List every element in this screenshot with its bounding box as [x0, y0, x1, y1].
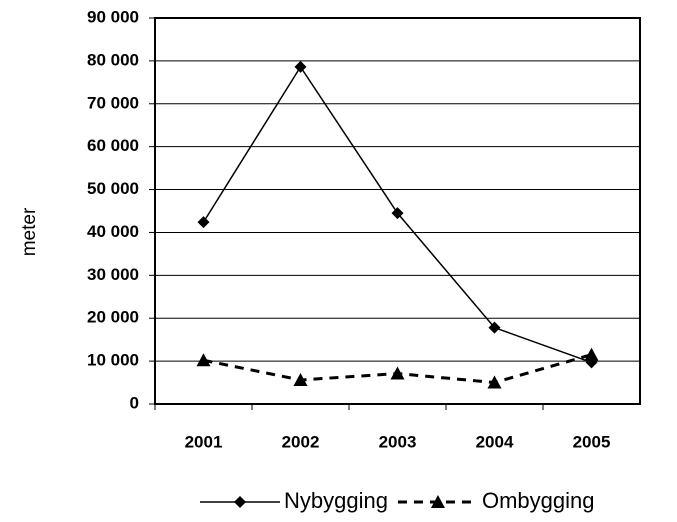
y-tick-label: 60 000: [87, 136, 139, 155]
marker: [390, 366, 405, 380]
marker: [293, 372, 308, 386]
y-tick-label: 20 000: [87, 308, 139, 327]
x-tick-label: 2004: [476, 432, 514, 451]
marker: [391, 207, 404, 220]
legend-marker: [234, 496, 246, 508]
y-tick-label: 10 000: [87, 351, 139, 370]
plot-frame: [154, 17, 641, 405]
y-tick-label: 30 000: [87, 265, 139, 284]
x-tick-label: 2002: [282, 432, 320, 451]
y-tick-label: 90 000: [87, 7, 139, 26]
x-tick-label: 2003: [379, 432, 417, 451]
legend-marker: [430, 495, 445, 508]
marker: [197, 216, 210, 229]
marker: [487, 375, 502, 389]
y-tick-label: 0: [130, 393, 139, 412]
y-tick-label: 50 000: [87, 179, 139, 198]
marker: [294, 60, 307, 73]
marker: [584, 347, 599, 361]
legend-label: Ombygging: [482, 488, 595, 513]
y-axis-label: meter: [19, 207, 40, 256]
legend-label: Nybygging: [284, 488, 388, 513]
y-tick-label: 70 000: [87, 93, 139, 112]
marker: [196, 353, 211, 367]
x-tick-label: 2001: [185, 432, 223, 451]
y-tick-label: 80 000: [87, 50, 139, 69]
legend-item: Nybygging: [200, 488, 388, 513]
legend-item: Ombygging: [397, 488, 595, 513]
marker: [488, 321, 501, 334]
y-tick-label: 40 000: [87, 222, 139, 241]
x-tick-label: 2005: [573, 432, 611, 451]
